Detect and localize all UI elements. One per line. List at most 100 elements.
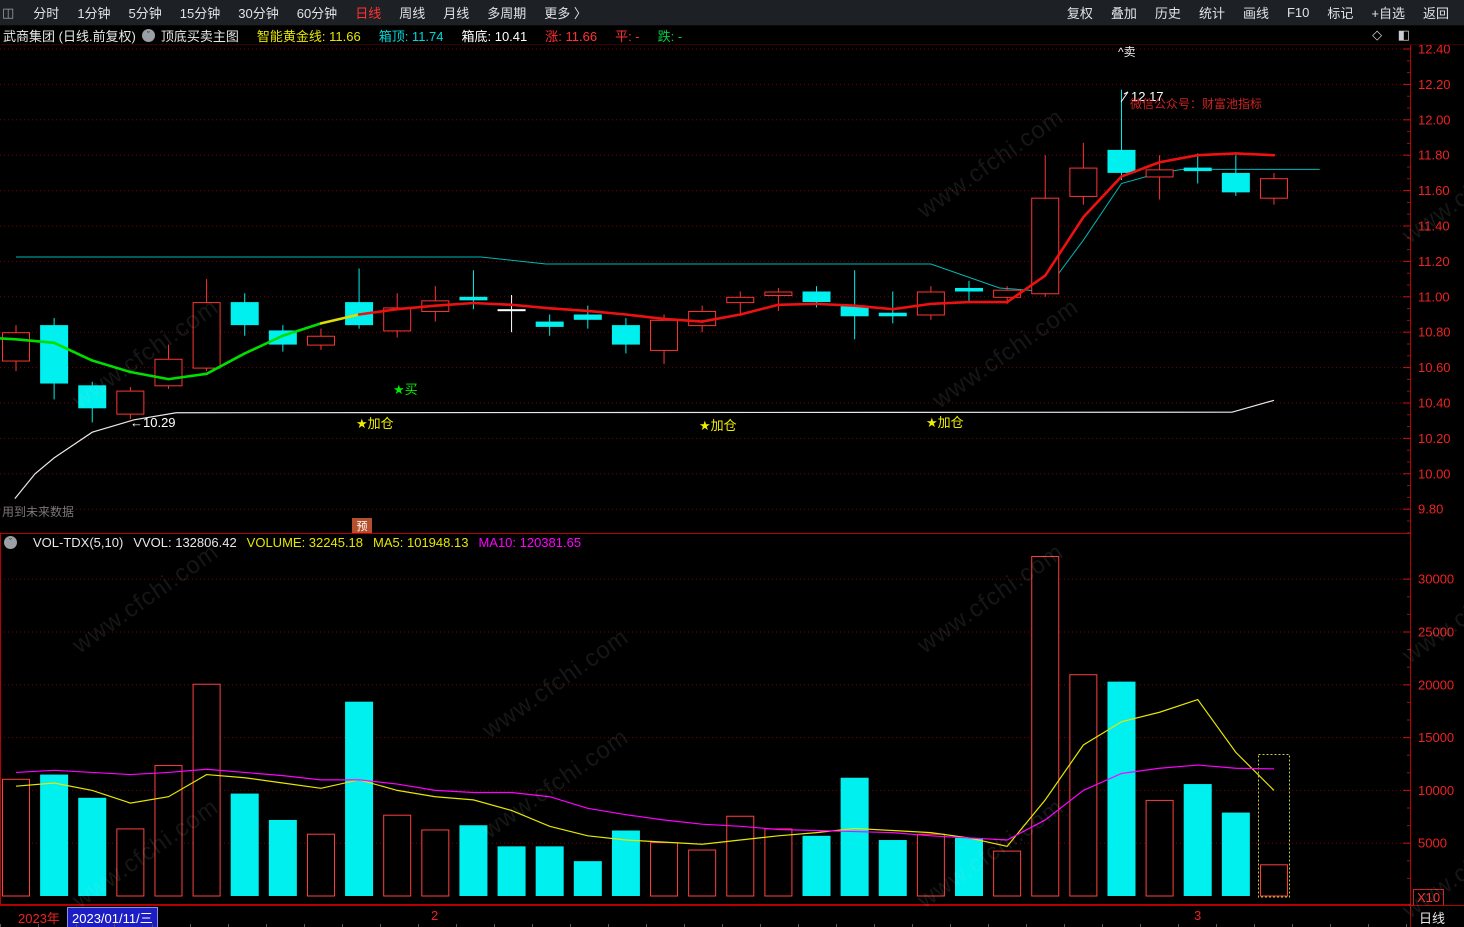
candle[interactable] (154, 358, 183, 387)
candle[interactable] (1259, 178, 1288, 199)
stop-line (14, 399, 1275, 499)
period-tab-更多 〉[interactable]: 更多 〉 (544, 6, 587, 21)
candle[interactable] (573, 314, 602, 320)
date-axis-bar: 2023年 2023/01/11/三 2 3 日线 (0, 905, 1464, 927)
period-tab-15分钟[interactable]: 15分钟 (179, 6, 221, 21)
volume-bar[interactable] (878, 840, 907, 896)
volume-bar[interactable] (726, 815, 755, 897)
volume-bar[interactable] (116, 828, 145, 897)
volume-bar[interactable] (497, 846, 526, 896)
candle[interactable] (955, 287, 983, 292)
volume-bar[interactable] (1183, 784, 1212, 896)
volume-bar[interactable] (688, 849, 717, 897)
period-tab-1分钟[interactable]: 1分钟 (77, 6, 111, 21)
volume-dropdown-icon[interactable]: ˇ (4, 536, 17, 549)
period-tab-30分钟[interactable]: 30分钟 (238, 6, 279, 21)
volume-pane[interactable]: 30000 25000 20000 15000 10000 5000 (0, 533, 1464, 905)
candle[interactable] (78, 385, 107, 409)
volume-bar[interactable] (650, 842, 679, 897)
volume-bar[interactable] (802, 835, 831, 896)
period-tab-分时[interactable]: 分时 (33, 6, 60, 21)
candle[interactable] (230, 302, 259, 326)
candle[interactable] (878, 312, 907, 317)
period-tab-月线[interactable]: 月线 (443, 6, 470, 21)
volume-bar[interactable] (993, 850, 1022, 897)
tool-button-F10[interactable]: F10 (1286, 5, 1310, 20)
candle[interactable] (40, 325, 69, 384)
date-ticks (0, 924, 1410, 927)
period-tab-60分钟[interactable]: 60分钟 (296, 6, 338, 21)
period-tab-5分钟[interactable]: 5分钟 (128, 6, 162, 21)
month-marker-2: 2 (431, 908, 439, 923)
tool-button-标记[interactable]: 标记 (1327, 6, 1354, 21)
candle[interactable] (611, 325, 640, 345)
tool-button-复权[interactable]: 复权 (1066, 6, 1093, 21)
indicator-dropdown-icon[interactable]: ˇ (141, 28, 155, 42)
volume-bar[interactable] (40, 774, 69, 896)
candle[interactable] (1069, 167, 1098, 197)
volume-bar[interactable] (1107, 681, 1136, 896)
candle[interactable] (1031, 197, 1060, 295)
candle[interactable] (535, 321, 564, 327)
candle[interactable] (840, 305, 869, 317)
candle[interactable] (306, 335, 335, 346)
volume-bar[interactable] (1031, 555, 1060, 897)
volume-bar[interactable] (230, 793, 259, 896)
stock-title: 武商集团 (日线.前复权) (3, 28, 136, 44)
smart-gold-line (434, 301, 475, 307)
volume-bar[interactable] (345, 701, 374, 896)
volume-bar[interactable] (1259, 864, 1288, 897)
volume-bar[interactable] (2, 778, 30, 897)
volume-bar[interactable] (78, 797, 107, 896)
volume-bar[interactable] (840, 777, 869, 896)
tool-button-叠加[interactable]: 叠加 (1110, 6, 1137, 21)
volume-bar[interactable] (421, 829, 450, 897)
candle[interactable] (459, 296, 488, 301)
tool-button-画线[interactable]: 画线 (1242, 6, 1269, 21)
panel-toggle-icon[interactable]: ◫ (2, 4, 15, 20)
tool-button-统计[interactable]: 统计 (1198, 6, 1225, 21)
volume-bar[interactable] (459, 825, 488, 896)
main-chart-svg[interactable]: ★买 ★加仓 ★加仓 ★加仓 ←10.29 12.17 ^卖微信公众号：财富池指标用到未来数… (0, 45, 1464, 533)
chart-corner-icons[interactable]: ◇ ◧ (1372, 27, 1416, 42)
volume-bar[interactable] (1145, 799, 1174, 897)
candle[interactable] (802, 291, 831, 303)
price-axis-label: 12.20 (1418, 77, 1451, 92)
volume-bar[interactable] (535, 846, 564, 896)
volume-bar[interactable] (1221, 812, 1250, 896)
volume-bar[interactable] (611, 830, 640, 896)
candle[interactable] (726, 296, 755, 304)
candle[interactable] (650, 319, 679, 351)
volume-bar[interactable] (955, 837, 983, 896)
main-indicator-name[interactable]: 顶底买卖主图 (160, 28, 239, 44)
volume-bar[interactable] (573, 861, 602, 896)
volume-bar[interactable] (192, 683, 221, 897)
tool-button-历史[interactable]: 历史 (1154, 6, 1181, 21)
period-tab-多周期[interactable]: 多周期 (487, 6, 527, 21)
volume-bar[interactable] (268, 819, 297, 896)
volume-bar[interactable] (916, 833, 945, 897)
main-chart-pane[interactable]: ★买 ★加仓 ★加仓 ★加仓 ←10.29 12.17 ^卖 微信公众号：财富池指标 用到未来数… (0, 45, 1464, 533)
candle[interactable] (1145, 169, 1174, 178)
volume-bar[interactable] (154, 765, 183, 897)
volume-bar[interactable] (306, 833, 335, 897)
candle[interactable] (1107, 149, 1136, 173)
period-tab-周线[interactable]: 周线 (399, 6, 426, 21)
candle[interactable] (1221, 172, 1250, 193)
volume-bar[interactable] (764, 828, 793, 897)
candle[interactable] (1183, 167, 1212, 172)
current-date-box[interactable]: 2023/01/11/三 (67, 907, 158, 927)
volume-chart-svg[interactable]: 30000 25000 20000 15000 10000 5000 (0, 533, 1464, 905)
volume-bar[interactable] (383, 814, 412, 897)
candle[interactable] (192, 302, 221, 369)
candle[interactable] (116, 390, 145, 415)
volume-bar[interactable] (1069, 674, 1098, 897)
price-axis-label: 10.00 (1418, 466, 1451, 481)
candle[interactable] (764, 291, 793, 297)
tool-button-+自选[interactable]: +自选 (1371, 6, 1405, 21)
period-tab-日线[interactable]: 日线 (355, 6, 382, 21)
candle[interactable] (497, 309, 526, 312)
tool-button-返回[interactable]: 返回 (1422, 6, 1449, 21)
candle[interactable] (2, 332, 30, 362)
